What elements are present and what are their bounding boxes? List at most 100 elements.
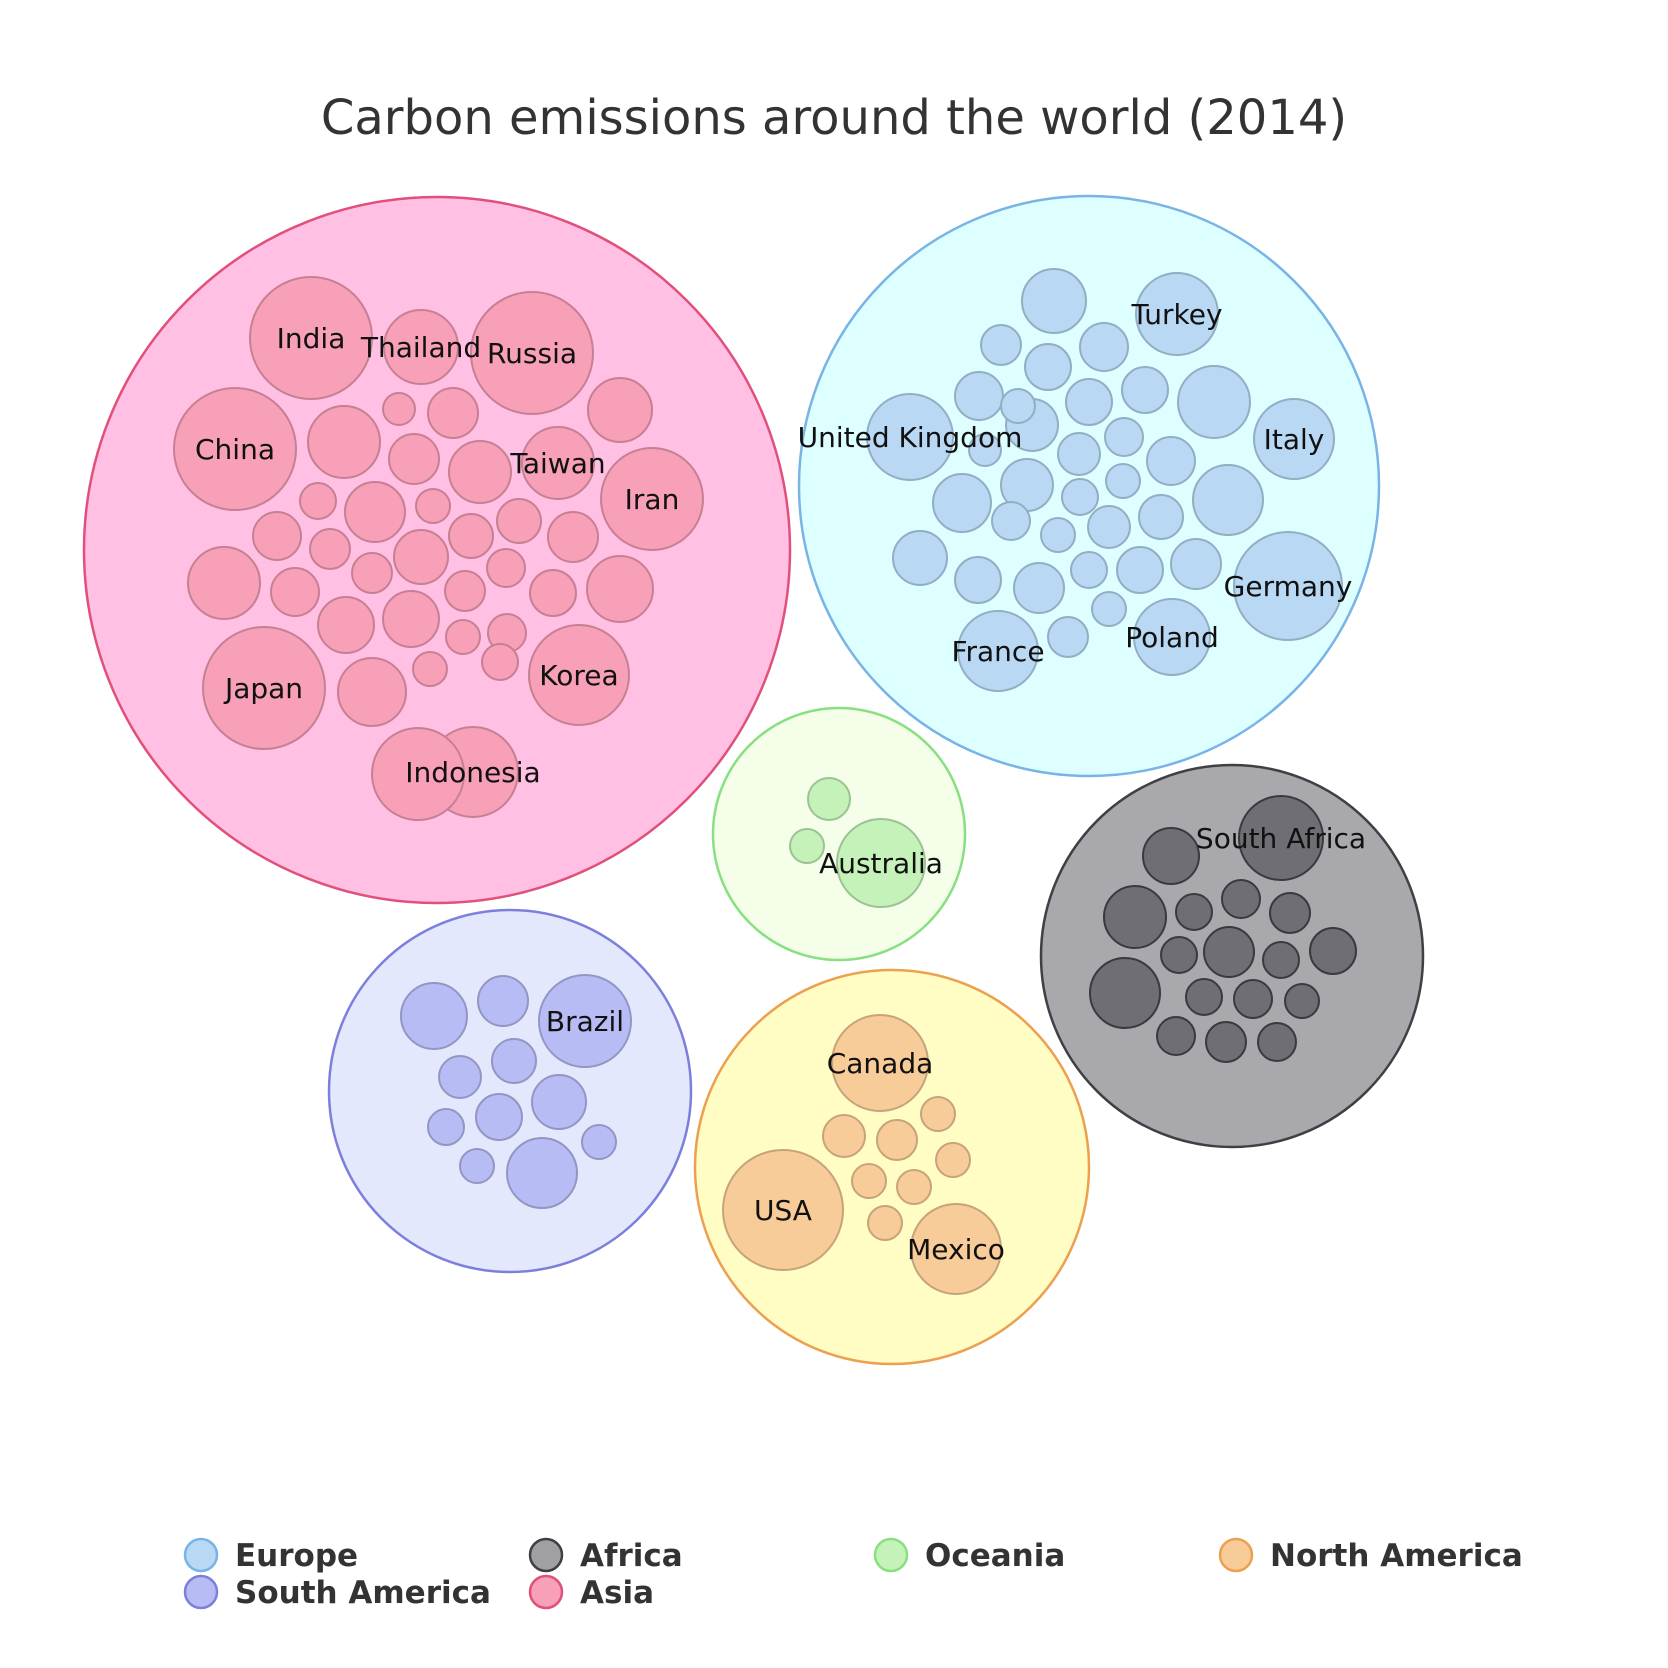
bubble-north-america-8[interactable] xyxy=(896,1169,932,1205)
bubble-germany[interactable] xyxy=(1233,531,1343,641)
bubble-europe-33[interactable] xyxy=(1013,562,1065,614)
bubble-south-america-10[interactable] xyxy=(506,1137,578,1209)
bubble-mexico[interactable] xyxy=(910,1203,1002,1295)
bubble-europe-17[interactable] xyxy=(1057,432,1101,476)
bubble-iran[interactable] xyxy=(600,447,704,551)
bubble-europe-6[interactable] xyxy=(1021,268,1087,334)
group-asia[interactable] xyxy=(82,195,792,905)
bubble-europe-18[interactable] xyxy=(1146,436,1196,486)
bubble-europe-26[interactable] xyxy=(892,530,948,586)
bubble-asia-26[interactable] xyxy=(351,552,393,594)
bubble-south-america-3[interactable] xyxy=(438,1055,482,1099)
bubble-asia-11[interactable] xyxy=(427,387,479,439)
bubble-europe-7[interactable] xyxy=(980,324,1022,366)
bubble-africa-8[interactable] xyxy=(1262,941,1300,979)
bubble-south-america-8[interactable] xyxy=(581,1124,617,1160)
bubble-asia-37[interactable] xyxy=(481,643,519,681)
bubble-asia-38[interactable] xyxy=(371,727,465,821)
bubble-canada[interactable] xyxy=(831,1014,929,1112)
bubble-asia-29[interactable] xyxy=(529,569,577,617)
legend-item-south-america[interactable]: South America xyxy=(183,1574,491,1611)
bubble-europe-9[interactable] xyxy=(1024,343,1072,391)
bubble-africa-9[interactable] xyxy=(1309,927,1357,975)
bubble-asia-14[interactable] xyxy=(448,440,512,504)
bubble-europe-21[interactable] xyxy=(932,473,992,533)
bubble-africa-12[interactable] xyxy=(1233,979,1273,1019)
bubble-africa-16[interactable] xyxy=(1257,1022,1297,1062)
bubble-asia-19[interactable] xyxy=(309,528,351,570)
bubble-south-america-9[interactable] xyxy=(459,1148,495,1184)
bubble-europe-13[interactable] xyxy=(1177,365,1251,439)
bubble-asia-25[interactable] xyxy=(270,567,320,617)
bubble-north-america-9[interactable] xyxy=(867,1205,903,1241)
bubble-south-africa[interactable] xyxy=(1238,795,1324,881)
bubble-asia-31[interactable] xyxy=(317,596,375,654)
bubble-europe-31[interactable] xyxy=(1170,538,1222,590)
bubble-africa-3[interactable] xyxy=(1175,893,1213,931)
bubble-africa-1[interactable] xyxy=(1142,827,1200,885)
bubble-asia-12[interactable] xyxy=(307,405,381,479)
bubble-south-america-5[interactable] xyxy=(531,1074,587,1130)
bubble-australia[interactable] xyxy=(836,818,926,908)
bubble-asia-18[interactable] xyxy=(252,511,302,561)
bubble-france[interactable] xyxy=(957,610,1039,692)
bubble-europe-20[interactable] xyxy=(1192,464,1264,536)
bubble-europe-34[interactable] xyxy=(1091,591,1127,627)
bubble-south-america-4[interactable] xyxy=(491,1038,537,1084)
bubble-africa-5[interactable] xyxy=(1269,892,1311,934)
bubble-asia-13[interactable] xyxy=(388,433,440,485)
bubble-oceania-2[interactable] xyxy=(789,828,825,864)
bubble-europe-12[interactable] xyxy=(1121,366,1169,414)
group-circle-south-america[interactable] xyxy=(327,908,693,1274)
bubble-north-america-3[interactable] xyxy=(920,1096,956,1132)
bubble-turkey[interactable] xyxy=(1135,272,1219,356)
bubble-asia-33[interactable] xyxy=(445,619,481,655)
bubble-europe-23[interactable] xyxy=(1061,478,1099,516)
bubble-asia-9[interactable] xyxy=(587,377,653,443)
bubble-india[interactable] xyxy=(249,276,373,400)
legend-item-north-america[interactable]: North America xyxy=(1218,1537,1523,1574)
bubble-africa-7[interactable] xyxy=(1203,926,1255,978)
bubble-asia-24[interactable] xyxy=(187,546,261,620)
bubble-asia-35[interactable] xyxy=(412,651,448,687)
bubble-europe-32[interactable] xyxy=(954,556,1002,604)
bubble-china[interactable] xyxy=(173,387,297,511)
bubble-europe-16[interactable] xyxy=(968,433,1002,467)
bubble-africa-14[interactable] xyxy=(1156,1016,1196,1056)
bubble-japan[interactable] xyxy=(202,626,326,750)
bubble-europe-10[interactable] xyxy=(954,371,1004,421)
bubble-europe-15[interactable] xyxy=(1104,417,1144,457)
bubble-usa[interactable] xyxy=(722,1149,844,1271)
bubble-north-america-6[interactable] xyxy=(935,1142,971,1178)
bubble-europe-8[interactable] xyxy=(1079,322,1129,372)
legend-item-oceania[interactable]: Oceania xyxy=(873,1537,1065,1574)
bubble-asia-10[interactable] xyxy=(382,392,416,426)
bubble-europe-24[interactable] xyxy=(1087,505,1131,549)
group-europe[interactable] xyxy=(797,194,1381,778)
legend-item-europe[interactable]: Europe xyxy=(183,1537,358,1574)
bubble-asia-36[interactable] xyxy=(337,657,407,727)
bubble-thailand[interactable] xyxy=(383,309,459,385)
bubble-europe-36[interactable] xyxy=(1000,388,1036,424)
group-south-america[interactable] xyxy=(327,908,693,1274)
bubble-europe-28[interactable] xyxy=(1040,517,1076,553)
bubble-europe-19[interactable] xyxy=(1105,463,1141,499)
bubble-europe-35[interactable] xyxy=(1047,616,1089,658)
bubble-asia-30[interactable] xyxy=(586,555,654,623)
bubble-africa-2[interactable] xyxy=(1103,885,1167,949)
bubble-europe-29[interactable] xyxy=(1070,551,1108,589)
bubble-asia-15[interactable] xyxy=(299,482,337,520)
bubble-taiwan[interactable] xyxy=(521,426,595,500)
bubble-africa-4[interactable] xyxy=(1221,879,1261,919)
bubble-russia[interactable] xyxy=(470,291,594,415)
bubble-asia-28[interactable] xyxy=(486,548,526,588)
bubble-south-america-7[interactable] xyxy=(427,1108,465,1146)
bubble-asia-23[interactable] xyxy=(547,511,599,563)
bubble-asia-32[interactable] xyxy=(382,590,440,648)
bubble-north-america-7[interactable] xyxy=(851,1163,887,1199)
bubble-asia-16[interactable] xyxy=(344,481,406,543)
group-africa[interactable] xyxy=(1039,763,1425,1149)
bubble-africa-11[interactable] xyxy=(1185,978,1223,1016)
bubble-asia-21[interactable] xyxy=(448,513,494,559)
bubble-poland[interactable] xyxy=(1133,598,1211,676)
